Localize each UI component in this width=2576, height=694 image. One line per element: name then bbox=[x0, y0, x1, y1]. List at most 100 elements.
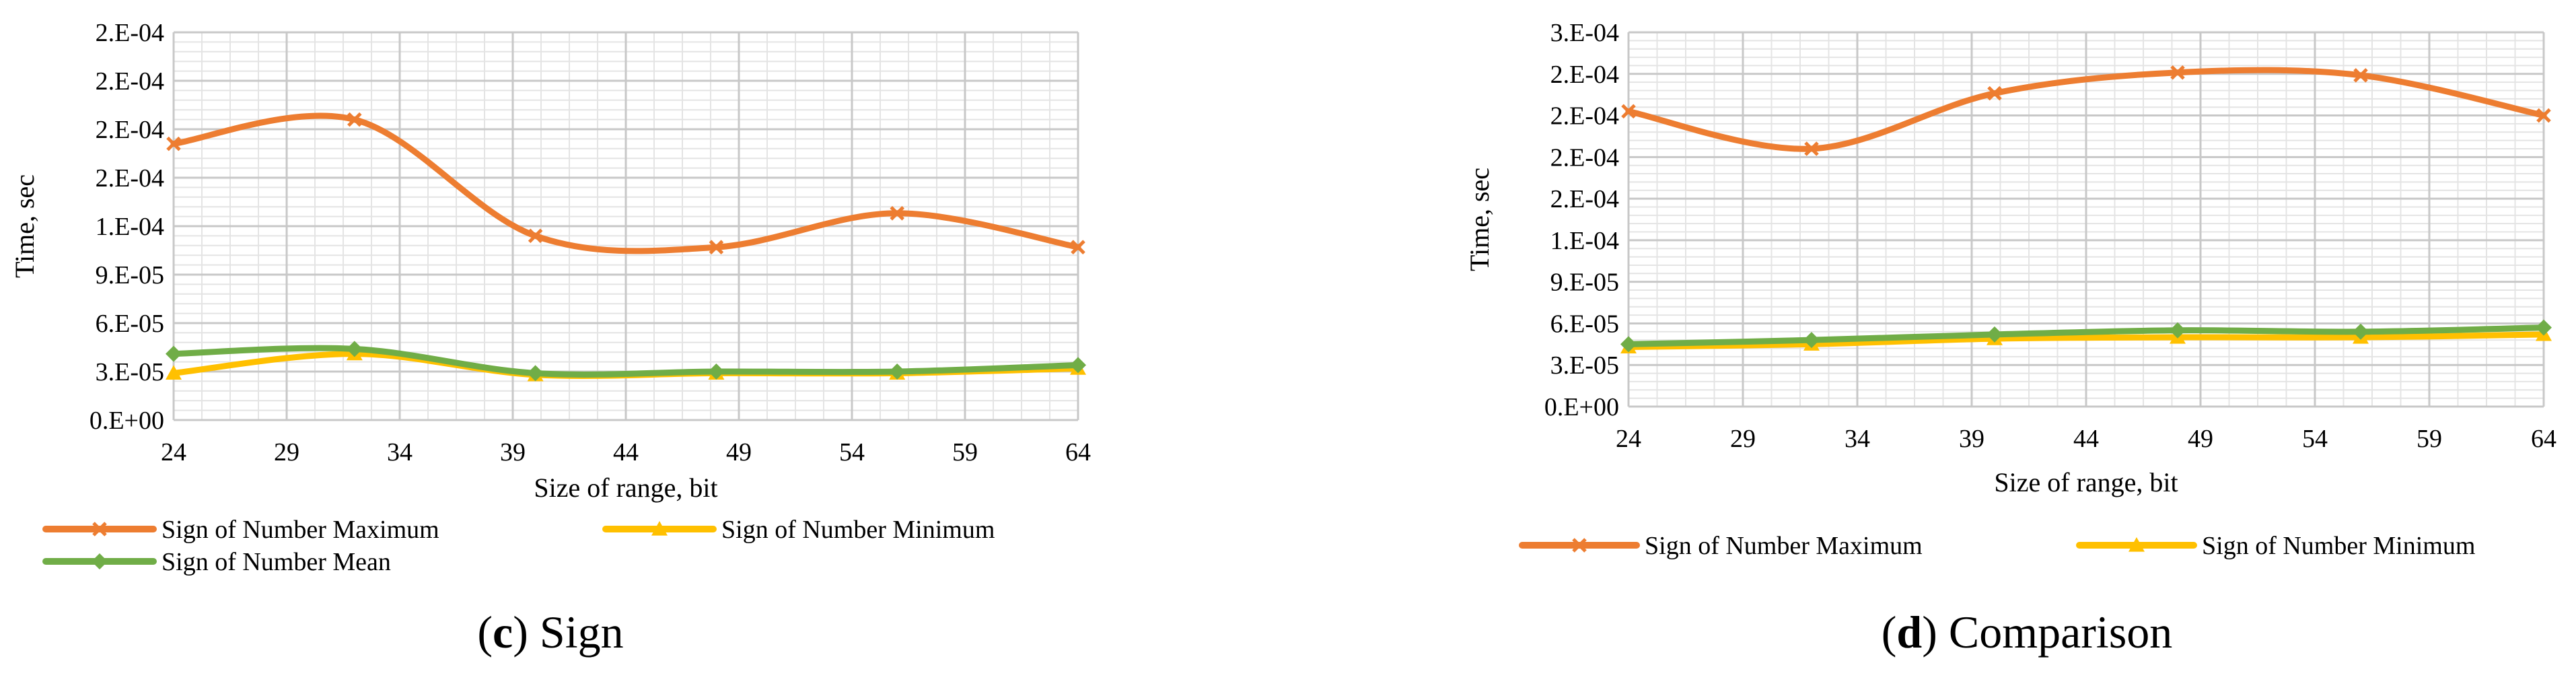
y-tick-label: 2.E-04 bbox=[1550, 143, 1619, 172]
data-point-maximum bbox=[2170, 65, 2185, 80]
data-point-maximum bbox=[1071, 240, 1085, 254]
legend-swatch-marker bbox=[92, 522, 107, 536]
legend-item-maximum: Sign of Number Maximum bbox=[1519, 532, 1923, 560]
data-point-maximum bbox=[2536, 108, 2551, 123]
y-tick-label: 0.E+00 bbox=[1544, 393, 1619, 421]
chart-panel-sign: 0.E+00 3.E-05 6.E-05 9.E-05 1.E-04 2.E-04 2.E-… bbox=[9, 19, 1091, 658]
data-point-mean bbox=[2170, 322, 2186, 339]
legend: Sign of Number Maximum Sign of Number Min… bbox=[1519, 532, 2475, 560]
y-tick-label: 0.E+00 bbox=[90, 407, 164, 435]
y-tick-label: 9.E-05 bbox=[96, 261, 164, 289]
legend-label: Sign of Number Minimum bbox=[2202, 532, 2475, 560]
legend-item-minimum: Sign of Number Minimum bbox=[602, 516, 995, 544]
y-tick-label: 2.E-04 bbox=[1550, 102, 1619, 131]
data-point-mean bbox=[1803, 332, 1820, 349]
x-tick-label: 64 bbox=[2531, 425, 2556, 453]
data-point-maximum bbox=[347, 112, 362, 127]
data-point-maximum bbox=[890, 206, 904, 221]
y-tick-label: 2.E-04 bbox=[1550, 185, 1619, 213]
y-tick-label: 6.E-05 bbox=[96, 310, 164, 338]
legend-swatch-marker bbox=[92, 553, 108, 569]
x-tick-label: 54 bbox=[2302, 425, 2328, 453]
y-tick-label: 3.E-05 bbox=[96, 358, 164, 386]
y-axis-title: Time, sec bbox=[9, 174, 40, 278]
data-point-mean bbox=[2353, 323, 2369, 340]
x-tick-label: 29 bbox=[274, 438, 299, 466]
x-tick-label: 59 bbox=[2417, 425, 2442, 453]
y-tick-label: 2.E-04 bbox=[96, 19, 164, 47]
x-tick-label: 49 bbox=[726, 438, 752, 466]
y-tick-label: 2.E-04 bbox=[96, 116, 164, 144]
data-point-mean bbox=[527, 365, 544, 382]
x-tick-label: 39 bbox=[1959, 425, 1984, 453]
legend-label: Sign of Number Maximum bbox=[1645, 532, 1923, 560]
legend-swatch-marker bbox=[2128, 537, 2145, 552]
series-maximum bbox=[1621, 65, 2551, 156]
y-tick-label: 2.E-04 bbox=[1550, 61, 1619, 89]
legend-label: Sign of Number Mean bbox=[162, 548, 391, 576]
y-axis-tick-labels: 0.E+00 3.E-05 6.E-05 9.E-05 1.E-04 2.E-04 2.E-… bbox=[1544, 19, 1619, 421]
data-point-mean bbox=[2536, 319, 2552, 336]
y-axis-title: Time, sec bbox=[1464, 168, 1495, 271]
series-mean bbox=[166, 341, 1086, 382]
y-tick-label: 2.E-04 bbox=[96, 67, 164, 96]
legend-label: Sign of Number Maximum bbox=[162, 516, 439, 544]
data-point-minimum bbox=[166, 365, 182, 380]
data-point-maximum bbox=[166, 136, 181, 151]
y-tick-label: 2.E-04 bbox=[96, 164, 164, 193]
x-tick-label: 44 bbox=[2073, 425, 2099, 453]
series-mean bbox=[1620, 319, 2552, 353]
y-tick-label: 9.E-05 bbox=[1550, 269, 1619, 297]
legend-item-minimum: Sign of Number Minimum bbox=[2076, 532, 2475, 560]
x-tick-label: 39 bbox=[500, 438, 526, 466]
data-point-mean bbox=[166, 345, 182, 362]
grid bbox=[1627, 31, 2545, 408]
series-line-mean bbox=[170, 345, 1081, 378]
y-tick-label: 3.E-04 bbox=[1550, 19, 1619, 47]
grid bbox=[172, 31, 1079, 421]
x-tick-label: 44 bbox=[613, 438, 639, 466]
panel-caption: (d) Comparison bbox=[1882, 606, 2173, 658]
x-tick-label: 34 bbox=[387, 438, 413, 466]
series-line-minimum bbox=[1625, 331, 2547, 350]
panel-caption: (c) Sign bbox=[477, 606, 623, 658]
y-tick-label: 1.E-04 bbox=[1550, 227, 1619, 255]
series-line-mean bbox=[1625, 324, 2547, 347]
data-point-maximum bbox=[1621, 104, 1636, 119]
x-axis-tick-labels: 24 29 34 39 44 49 54 59 64 bbox=[1616, 425, 2556, 453]
data-point-maximum bbox=[2353, 68, 2368, 83]
x-tick-label: 34 bbox=[1845, 425, 1870, 453]
data-point-maximum bbox=[709, 240, 724, 254]
data-point-mean bbox=[889, 363, 906, 380]
x-axis-title: Size of range, bit bbox=[534, 473, 717, 503]
data-point-mean bbox=[1987, 326, 2003, 343]
x-tick-label: 59 bbox=[952, 438, 978, 466]
data-point-mean bbox=[708, 363, 725, 380]
x-tick-label: 54 bbox=[839, 438, 865, 466]
legend-swatch-marker bbox=[1572, 538, 1587, 553]
y-tick-label: 1.E-04 bbox=[96, 213, 164, 241]
legend-item-maximum: Sign of Number Maximum bbox=[42, 516, 439, 544]
x-axis-tick-labels: 24 29 34 39 44 49 54 59 64 bbox=[161, 438, 1091, 466]
x-tick-label: 64 bbox=[1065, 438, 1091, 466]
y-axis-tick-labels: 0.E+00 3.E-05 6.E-05 9.E-05 1.E-04 2.E-04 2.E-… bbox=[90, 19, 164, 435]
x-tick-label: 29 bbox=[1730, 425, 1756, 453]
data-point-maximum bbox=[1987, 85, 2002, 101]
legend-swatch-marker bbox=[651, 521, 668, 536]
x-tick-label: 24 bbox=[1616, 425, 1641, 453]
series-maximum bbox=[166, 112, 1085, 254]
series-line-maximum bbox=[1625, 67, 2547, 152]
legend: Sign of Number Maximum Sign of Number Min… bbox=[42, 516, 995, 576]
data-point-mean bbox=[1620, 336, 1637, 353]
data-point-maximum bbox=[528, 228, 543, 244]
series-line-maximum bbox=[170, 112, 1081, 254]
y-tick-label: 3.E-05 bbox=[1550, 351, 1619, 380]
y-tick-label: 6.E-05 bbox=[1550, 310, 1619, 338]
legend-label: Sign of Number Minimum bbox=[721, 516, 995, 544]
data-point-mean bbox=[1070, 357, 1086, 374]
x-axis-title: Size of range, bit bbox=[1994, 467, 2178, 497]
chart-panel-comparison: 0.E+00 3.E-05 6.E-05 9.E-05 1.E-04 2.E-04 2.E-… bbox=[1464, 19, 2556, 658]
x-tick-label: 24 bbox=[161, 438, 186, 466]
x-tick-label: 49 bbox=[2188, 425, 2213, 453]
